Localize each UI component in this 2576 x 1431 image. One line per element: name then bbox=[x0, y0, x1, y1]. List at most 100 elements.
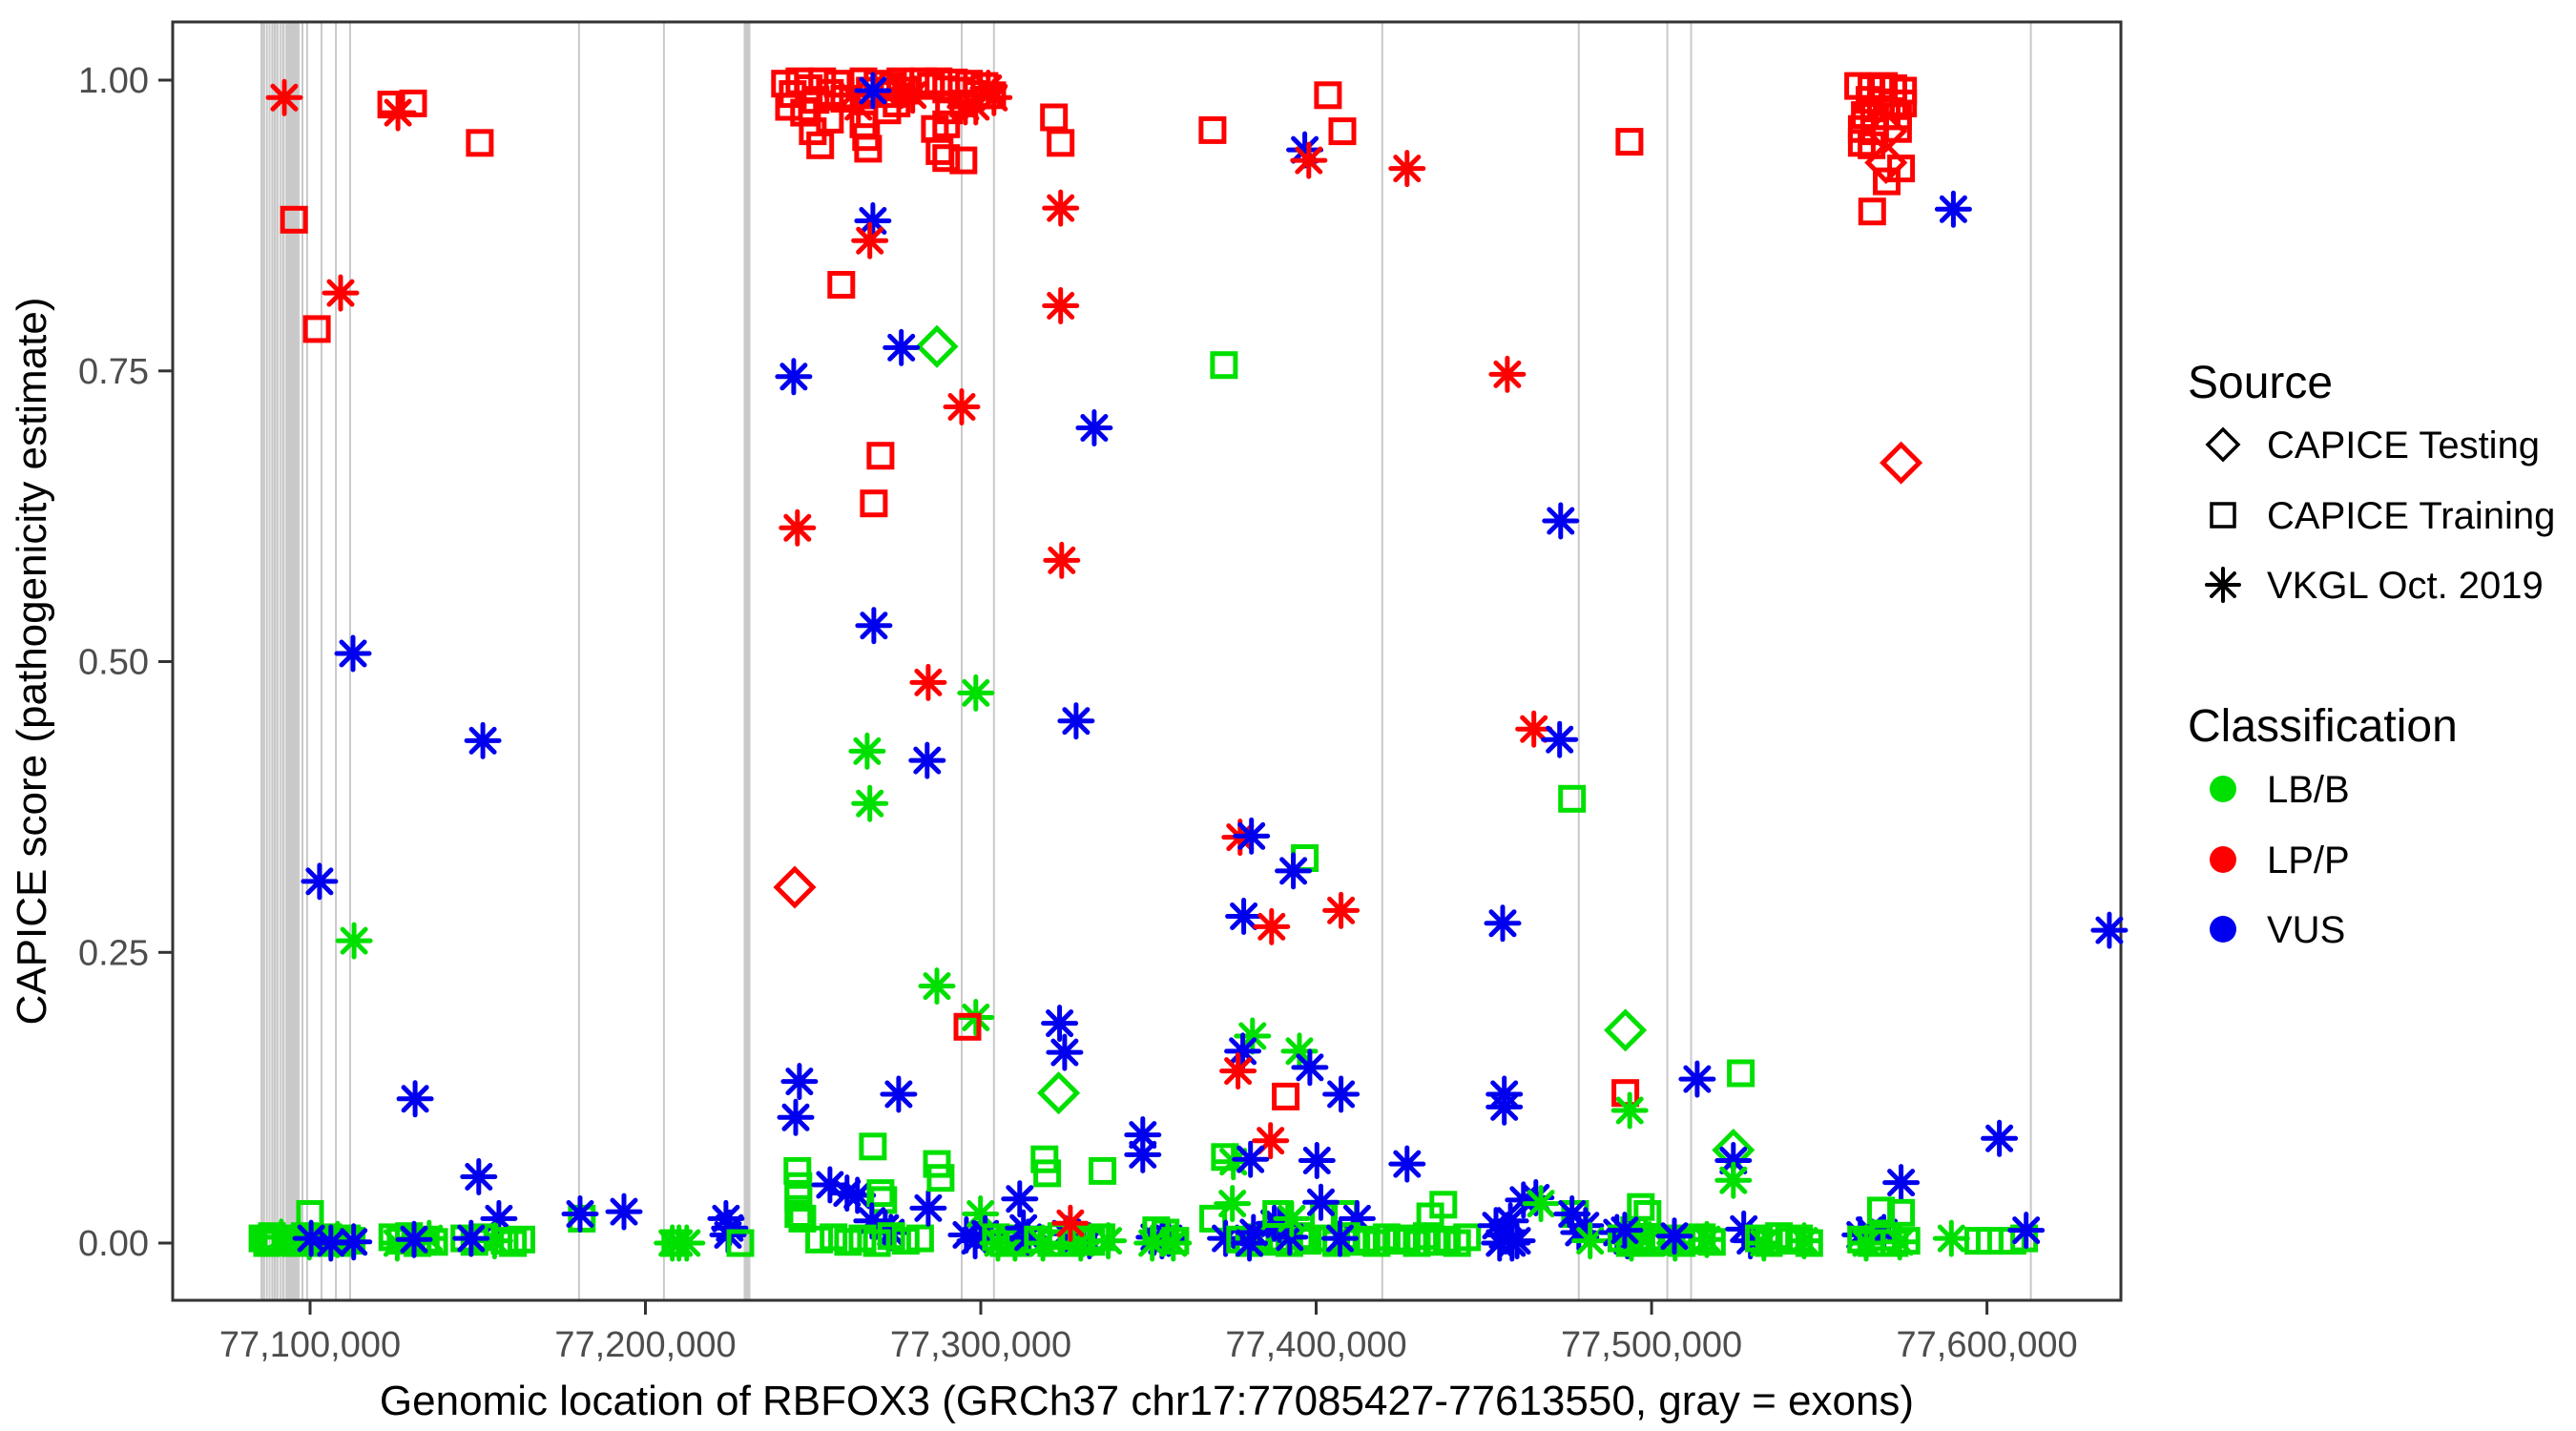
legend-classification: Classification LB/B LP/P VUS bbox=[2188, 701, 2458, 951]
exon-lines bbox=[260, 22, 2032, 1300]
data-point bbox=[1491, 1202, 1529, 1240]
data-point bbox=[949, 146, 978, 175]
data-point bbox=[1932, 1219, 1970, 1257]
data-point bbox=[302, 315, 331, 343]
data-point bbox=[1207, 1219, 1245, 1257]
data-point bbox=[1558, 784, 1587, 813]
data-point bbox=[866, 1179, 895, 1208]
data-point bbox=[932, 110, 961, 138]
data-point bbox=[1880, 441, 1923, 485]
data-point bbox=[1290, 141, 1328, 179]
data-point bbox=[1485, 1088, 1524, 1126]
data-point bbox=[790, 98, 819, 127]
data-point bbox=[957, 674, 995, 712]
data-point bbox=[805, 1225, 834, 1254]
data-point bbox=[1253, 907, 1291, 945]
data-point bbox=[379, 93, 417, 132]
data-point bbox=[1133, 1224, 1172, 1262]
data-point bbox=[292, 1219, 330, 1257]
data-point bbox=[499, 1229, 528, 1257]
legend-item-vus: VUS bbox=[2267, 909, 2345, 951]
data-point bbox=[1024, 1224, 1062, 1262]
data-point bbox=[853, 1202, 891, 1240]
data-point bbox=[783, 1156, 812, 1185]
data-point bbox=[1571, 1222, 1610, 1260]
data-point bbox=[2090, 911, 2129, 949]
data-point bbox=[1338, 1199, 1376, 1237]
x-tick-label: 77,200,000 bbox=[554, 1325, 736, 1365]
data-point bbox=[1714, 1142, 1753, 1179]
data-point bbox=[1199, 1204, 1228, 1233]
data-point bbox=[833, 76, 871, 114]
data-point bbox=[1037, 1071, 1081, 1115]
data-point bbox=[969, 70, 1008, 107]
data-point bbox=[396, 1080, 434, 1118]
data-point bbox=[877, 1222, 905, 1251]
data-point bbox=[1867, 1196, 1895, 1225]
data-point bbox=[395, 1220, 433, 1258]
data-point bbox=[975, 78, 1013, 116]
data-point bbox=[1388, 1145, 1426, 1183]
data-point bbox=[891, 1227, 920, 1255]
data-point bbox=[1655, 1217, 1693, 1255]
data-point bbox=[854, 135, 883, 163]
data-point bbox=[1847, 1224, 1885, 1262]
data-point bbox=[909, 663, 947, 701]
data-point bbox=[883, 328, 921, 366]
data-point bbox=[1057, 702, 1095, 740]
data-point bbox=[1612, 1224, 1651, 1262]
legend-item-lpp: LP/P bbox=[2267, 840, 2350, 881]
legend-source: Source CAPICE Testing CAPICE Training VK… bbox=[2188, 358, 2555, 607]
data-point bbox=[1273, 1199, 1311, 1237]
data-point bbox=[460, 1158, 498, 1195]
data-point bbox=[851, 784, 889, 822]
data-point bbox=[1210, 351, 1238, 380]
data-point bbox=[1328, 117, 1357, 146]
data-point bbox=[1154, 1224, 1193, 1262]
data-point bbox=[866, 442, 895, 470]
lbb-swatch-icon bbox=[2210, 776, 2236, 802]
data-point bbox=[1604, 1008, 1648, 1052]
data-point bbox=[1488, 355, 1527, 393]
data-point bbox=[1453, 1223, 1482, 1252]
y-tick-label: 0.00 bbox=[78, 1224, 149, 1264]
y-tick-label: 1.00 bbox=[78, 61, 149, 101]
data-point bbox=[452, 1219, 490, 1257]
data-point bbox=[1934, 190, 1972, 228]
y-tick-label: 0.25 bbox=[78, 933, 149, 973]
data-point bbox=[854, 202, 892, 239]
asterisk-icon bbox=[2205, 567, 2241, 603]
data-point bbox=[909, 1189, 947, 1227]
data-point bbox=[322, 274, 360, 312]
data-point bbox=[466, 129, 494, 157]
data-point bbox=[860, 489, 888, 518]
y-tick-label: 0.50 bbox=[78, 643, 149, 683]
data-point bbox=[957, 88, 995, 126]
data-point bbox=[1873, 167, 1901, 196]
data-point bbox=[780, 1063, 819, 1101]
data-point bbox=[1388, 150, 1426, 188]
data-point bbox=[811, 1166, 849, 1204]
x-axis-ticks: 77,100,000 77,200,000 77,300,000 77,400,000… bbox=[219, 1300, 2078, 1365]
data-point bbox=[1322, 891, 1361, 929]
data-point bbox=[1231, 1224, 1269, 1262]
data-point bbox=[1235, 1213, 1273, 1252]
lpp-swatch-icon bbox=[2210, 846, 2236, 873]
data-point bbox=[777, 1098, 815, 1136]
data-point bbox=[820, 1223, 848, 1252]
data-point bbox=[1042, 287, 1080, 324]
data-point bbox=[848, 732, 886, 770]
y-axis-ticks: 0.00 0.25 0.50 0.75 1.00 bbox=[78, 61, 173, 1264]
data-point bbox=[1745, 1224, 1783, 1262]
data-point bbox=[280, 205, 308, 234]
data-point bbox=[1484, 904, 1522, 943]
data-point bbox=[1291, 1048, 1329, 1087]
data-point bbox=[1515, 710, 1553, 748]
data-point bbox=[775, 358, 813, 396]
data-point bbox=[926, 1164, 955, 1192]
legend-source-title: Source bbox=[2188, 358, 2333, 408]
x-tick-label: 77,400,000 bbox=[1225, 1325, 1406, 1365]
legend-item-capice-training: CAPICE Training bbox=[2267, 495, 2555, 537]
